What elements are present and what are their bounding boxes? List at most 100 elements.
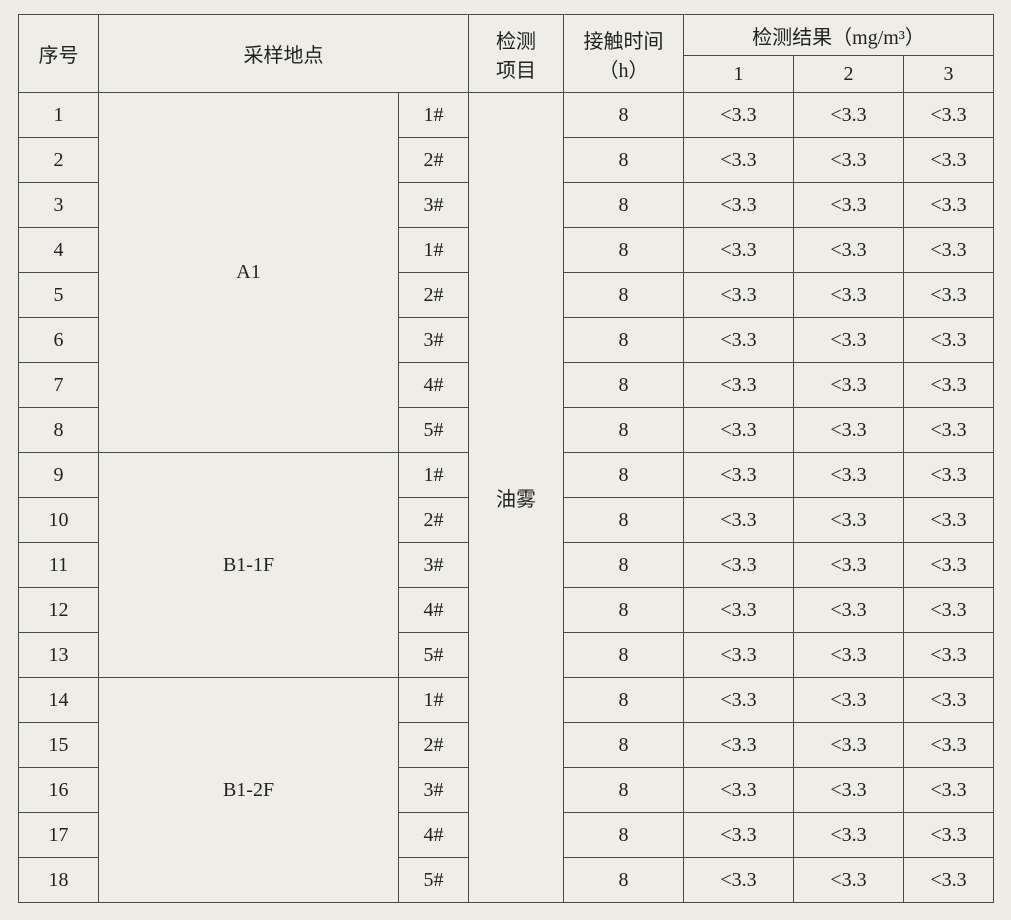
cell-result: <3.3 [684, 678, 794, 723]
cell-time: 8 [564, 723, 684, 768]
cell-seq: 13 [19, 633, 99, 678]
cell-subnum: 3# [399, 768, 469, 813]
cell-subnum: 2# [399, 273, 469, 318]
cell-seq: 12 [19, 588, 99, 633]
cell-subnum: 3# [399, 183, 469, 228]
col-r2-header: 2 [794, 56, 904, 93]
cell-result: <3.3 [904, 93, 994, 138]
cell-result: <3.3 [794, 768, 904, 813]
cell-subnum: 2# [399, 723, 469, 768]
cell-result: <3.3 [794, 408, 904, 453]
cell-result: <3.3 [684, 93, 794, 138]
cell-result: <3.3 [794, 588, 904, 633]
cell-result: <3.3 [904, 228, 994, 273]
cell-result: <3.3 [794, 543, 904, 588]
col-r3-header: 3 [904, 56, 994, 93]
page: 序号 采样地点 检测 项目 接触时间 （h） 检测结果（mg/m³） 1 2 3… [0, 0, 1011, 920]
cell-result: <3.3 [684, 228, 794, 273]
cell-result: <3.3 [904, 318, 994, 363]
cell-result: <3.3 [684, 453, 794, 498]
cell-time: 8 [564, 93, 684, 138]
cell-seq: 2 [19, 138, 99, 183]
cell-seq: 10 [19, 498, 99, 543]
cell-time: 8 [564, 858, 684, 903]
cell-result: <3.3 [684, 408, 794, 453]
cell-result: <3.3 [794, 363, 904, 408]
cell-subnum: 2# [399, 498, 469, 543]
cell-subnum: 5# [399, 408, 469, 453]
col-time-header: 接触时间 （h） [564, 15, 684, 93]
cell-result: <3.3 [904, 498, 994, 543]
cell-result: <3.3 [684, 273, 794, 318]
table-body: 1A11#油雾8<3.3<3.3<3.322#8<3.3<3.3<3.333#8… [19, 93, 994, 903]
cell-subnum: 1# [399, 453, 469, 498]
cell-result: <3.3 [904, 183, 994, 228]
cell-subnum: 3# [399, 543, 469, 588]
cell-result: <3.3 [904, 588, 994, 633]
cell-result: <3.3 [794, 633, 904, 678]
cell-result: <3.3 [794, 228, 904, 273]
cell-result: <3.3 [684, 768, 794, 813]
col-item-header-l1: 检测 [469, 25, 563, 54]
header-row-1: 序号 采样地点 检测 项目 接触时间 （h） 检测结果（mg/m³） [19, 15, 994, 56]
cell-seq: 4 [19, 228, 99, 273]
cell-seq: 5 [19, 273, 99, 318]
cell-time: 8 [564, 543, 684, 588]
cell-result: <3.3 [794, 453, 904, 498]
cell-seq: 6 [19, 318, 99, 363]
cell-result: <3.3 [904, 813, 994, 858]
cell-subnum: 3# [399, 318, 469, 363]
cell-subnum: 5# [399, 633, 469, 678]
cell-subnum: 4# [399, 363, 469, 408]
cell-time: 8 [564, 498, 684, 543]
cell-result: <3.3 [684, 813, 794, 858]
col-time-header-l1: 接触时间 [564, 25, 683, 54]
cell-result: <3.3 [904, 543, 994, 588]
col-results-header: 检测结果（mg/m³） [684, 15, 994, 56]
cell-result: <3.3 [904, 138, 994, 183]
cell-result: <3.3 [904, 273, 994, 318]
cell-subnum: 2# [399, 138, 469, 183]
col-r1-header: 1 [684, 56, 794, 93]
cell-result: <3.3 [794, 858, 904, 903]
cell-time: 8 [564, 183, 684, 228]
cell-result: <3.3 [794, 273, 904, 318]
cell-result: <3.3 [904, 363, 994, 408]
cell-seq: 9 [19, 453, 99, 498]
cell-result: <3.3 [794, 183, 904, 228]
cell-location: B1-2F [99, 678, 399, 903]
cell-result: <3.3 [684, 723, 794, 768]
cell-seq: 8 [19, 408, 99, 453]
cell-subnum: 4# [399, 588, 469, 633]
cell-seq: 15 [19, 723, 99, 768]
col-location-header: 采样地点 [99, 15, 469, 93]
cell-seq: 11 [19, 543, 99, 588]
col-item-header: 检测 项目 [469, 15, 564, 93]
cell-result: <3.3 [794, 318, 904, 363]
cell-time: 8 [564, 813, 684, 858]
cell-subnum: 5# [399, 858, 469, 903]
cell-result: <3.3 [684, 588, 794, 633]
cell-test-item: 油雾 [469, 93, 564, 903]
cell-result: <3.3 [684, 318, 794, 363]
cell-result: <3.3 [684, 138, 794, 183]
cell-seq: 17 [19, 813, 99, 858]
cell-result: <3.3 [684, 183, 794, 228]
cell-result: <3.3 [684, 858, 794, 903]
cell-time: 8 [564, 453, 684, 498]
cell-result: <3.3 [904, 633, 994, 678]
detection-table: 序号 采样地点 检测 项目 接触时间 （h） 检测结果（mg/m³） 1 2 3… [18, 14, 994, 903]
cell-subnum: 1# [399, 93, 469, 138]
table-row: 1A11#油雾8<3.3<3.3<3.3 [19, 93, 994, 138]
cell-time: 8 [564, 318, 684, 363]
cell-time: 8 [564, 228, 684, 273]
cell-location: B1-1F [99, 453, 399, 678]
cell-subnum: 1# [399, 678, 469, 723]
cell-result: <3.3 [794, 498, 904, 543]
cell-seq: 14 [19, 678, 99, 723]
cell-location: A1 [99, 93, 399, 453]
cell-seq: 1 [19, 93, 99, 138]
cell-result: <3.3 [904, 408, 994, 453]
col-seq-header: 序号 [19, 15, 99, 93]
cell-time: 8 [564, 408, 684, 453]
